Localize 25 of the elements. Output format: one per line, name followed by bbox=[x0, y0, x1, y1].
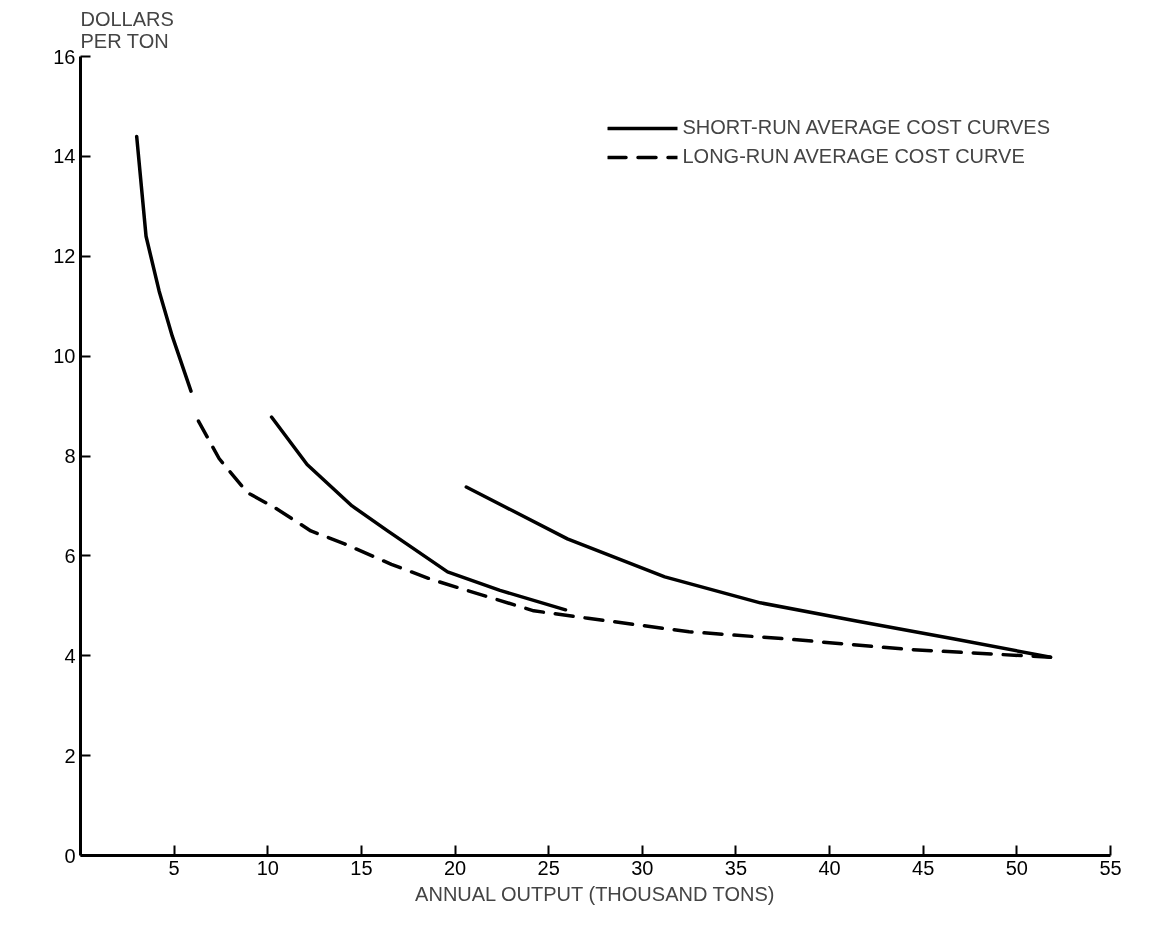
x-tick-label: 30 bbox=[631, 856, 654, 879]
x-tick-label: 15 bbox=[350, 856, 373, 879]
y-tick-label: 10 bbox=[53, 345, 76, 368]
x-tick-label: 45 bbox=[912, 856, 935, 879]
x-tick-label: 40 bbox=[818, 856, 841, 879]
y-tick-label: 12 bbox=[53, 245, 76, 268]
y-tick-label: 16 bbox=[53, 45, 76, 68]
x-tick-label: 10 bbox=[256, 856, 279, 879]
x-tick-label: 5 bbox=[168, 856, 180, 879]
y-tick-label: 8 bbox=[64, 445, 76, 467]
x-tick-label: 55 bbox=[1099, 856, 1122, 879]
y-tick-label: 14 bbox=[53, 145, 76, 168]
y-axis-title: DOLLARS PER TON bbox=[80, 7, 174, 52]
legend-label: LONG-RUN AVERAGE COST CURVE bbox=[682, 145, 1025, 168]
legend-label: SHORT-RUN AVERAGE COST CURVES bbox=[682, 116, 1050, 139]
y-tick-label: 4 bbox=[64, 644, 76, 667]
line-series bbox=[134, 134, 193, 393]
y-tick-label: 2 bbox=[64, 744, 76, 767]
x-axis-title: ANNUAL OUTPUT (THOUSAND TONS) bbox=[415, 882, 775, 905]
y-tick-label: 0 bbox=[64, 844, 76, 867]
x-tick-label: 25 bbox=[537, 856, 560, 879]
x-tick-label: 20 bbox=[443, 856, 467, 879]
x-tick-label: 35 bbox=[724, 856, 748, 879]
x-tick-label: 50 bbox=[1005, 856, 1028, 879]
y-tick-label: 6 bbox=[64, 544, 76, 567]
